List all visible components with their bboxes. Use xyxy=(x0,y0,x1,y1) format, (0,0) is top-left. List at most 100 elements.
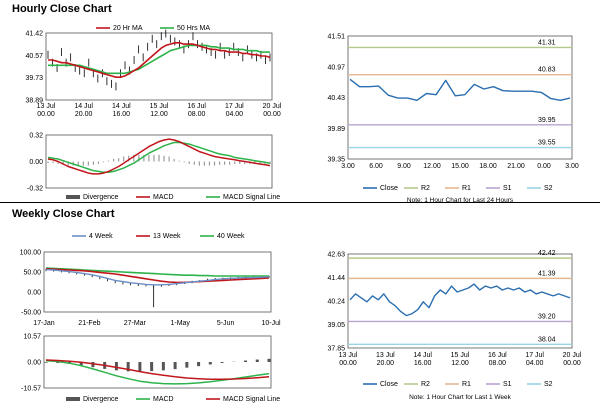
hourly-macd-legend-label: MACD xyxy=(153,194,174,201)
weekly-macd-signal-line xyxy=(45,359,270,380)
weekly-macd-y-tick: -10.57 xyxy=(21,386,41,393)
weekly_pivot-y-tick: 40.24 xyxy=(327,299,345,306)
weekly-price-legend-label: 13 Week xyxy=(153,233,181,240)
hourly-price-x-tick: 14 Jul 16.00 xyxy=(112,103,131,118)
weekly_pivot-x-tick: 17 Jul 04.00 xyxy=(525,352,544,367)
hourly_pivot-x-tick: 3.00 xyxy=(341,163,355,170)
weekly_pivot-y-tick: 41.44 xyxy=(327,275,345,282)
hourly-price-legend-label: 20 Hr MA xyxy=(113,25,143,32)
macd-line xyxy=(47,138,271,175)
hourly-price-x-tick: 17 Jul 04.00 xyxy=(225,103,244,118)
hourly-section-title: Hourly Close Chart xyxy=(12,3,112,15)
weekly-price-x-tick: 27-Mar xyxy=(124,320,147,327)
hourly-macd-y-tick: -0.32 xyxy=(27,186,43,193)
pivot-level-label: 39.95 xyxy=(538,117,556,124)
pivot-level-label: 38.04 xyxy=(538,336,556,343)
section-divider xyxy=(0,202,600,203)
hourly-price-x-tick: 16 Jul 08.00 xyxy=(187,103,206,118)
hourly_pivot-x-tick: 21.00 xyxy=(507,163,525,170)
weekly-price-legend-label: 4 Week xyxy=(89,233,113,240)
weekly-price-y-tick: 0.00 xyxy=(27,290,41,297)
hourly_pivot-legend-label: R1 xyxy=(462,185,471,192)
hourly_pivot-y-tick: 39.35 xyxy=(327,157,345,164)
hourly-price-x-tick: 15 Jul 12.00 xyxy=(150,103,169,118)
weekly_pivot-legend-label: Close xyxy=(380,381,398,388)
hourly_pivot-y-tick: 40.43 xyxy=(327,95,345,102)
hourly-macd-frame xyxy=(45,134,273,189)
hourly_pivot-x-tick: 9.00 xyxy=(397,163,411,170)
weekly-macd-frame xyxy=(43,335,272,389)
weekly_pivot-legend-label: R1 xyxy=(462,381,471,388)
hourly-macd-y-tick: 0.00 xyxy=(29,159,43,166)
weekly_pivot-x-tick: 20 Jul 00.00 xyxy=(563,352,582,367)
pivot-level-label: 39.55 xyxy=(538,140,556,147)
hourly_pivot-note: Note: 1 Hour Chart for Last 24 Hours xyxy=(407,197,514,204)
weekly-macd-y-tick: 10.57 xyxy=(23,334,41,341)
hourly_pivot-y-tick: 40.97 xyxy=(327,64,345,71)
hourly_pivot-x-tick: 15.00 xyxy=(451,163,469,170)
hourly-price-y-tick: 39.73 xyxy=(25,75,43,82)
weekly-price-x-tick: 10-Jul xyxy=(261,320,281,327)
hourly-price-y-tick: 41.42 xyxy=(25,31,43,38)
close-line xyxy=(349,283,571,317)
hourly_pivot-x-tick: 3.00 xyxy=(565,163,579,170)
pivot-level-label: 39.20 xyxy=(538,313,556,320)
weekly-price-y-tick: 50.00 xyxy=(23,270,41,277)
weekly-macd-legend-swatch xyxy=(66,397,80,401)
weekly_pivot-x-tick: 16 Jul 08.00 xyxy=(488,352,507,367)
hourly_pivot-frame xyxy=(347,35,573,160)
weekly_pivot-frame xyxy=(347,253,573,349)
ma-50-line xyxy=(48,44,270,75)
week-13-line xyxy=(45,268,270,284)
hourly-price-x-tick: 14 Jul 20.00 xyxy=(74,103,93,118)
weekly-macd-y-tick: 0.00 xyxy=(27,360,41,367)
hourly-macd-legend-label: MACD Signal Line xyxy=(223,194,280,201)
hourly-price-x-tick: 13 Jul 00.00 xyxy=(37,103,56,118)
weekly_pivot-y-tick: 42.63 xyxy=(327,252,345,259)
week-4-line xyxy=(45,268,270,286)
weekly-price-frame xyxy=(43,251,272,313)
hourly-macd-legend-swatch xyxy=(66,195,80,199)
hourly-price-frame xyxy=(45,32,273,101)
hourly_pivot-x-tick: 0.00 xyxy=(537,163,551,170)
weekly-macd-line xyxy=(45,360,270,385)
weekly-macd-legend-label: MACD xyxy=(153,396,174,403)
weekly_pivot-y-tick: 37.85 xyxy=(327,346,345,353)
weekly-price-x-tick: 17-Jan xyxy=(33,320,55,327)
hourly_pivot-legend-label: S1 xyxy=(503,185,512,192)
weekly-price-x-tick: 1-May xyxy=(170,320,190,327)
weekly-price-x-tick: 5-Jun xyxy=(217,320,235,327)
weekly-price-y-tick: 100.00 xyxy=(20,250,42,257)
weekly-macd-legend-label: Divergence xyxy=(83,396,119,403)
hourly_pivot-x-tick: 6.00 xyxy=(369,163,383,170)
close-line xyxy=(349,78,571,101)
weekly-macd-legend-label: MACD Signal Line xyxy=(223,396,280,403)
hourly_pivot-y-tick: 39.89 xyxy=(327,126,345,133)
weekly-price-legend-label: 40 Week xyxy=(217,233,245,240)
weekly_pivot-x-tick: 13 Jul 00.00 xyxy=(339,352,358,367)
hourly-price-y-tick: 40.57 xyxy=(25,53,43,60)
weekly_pivot-legend-label: S2 xyxy=(544,381,553,388)
pivot-level-label: 41.31 xyxy=(538,39,556,46)
weekly_pivot-note: Note: 1 Hour Chart for Last 1 Week xyxy=(409,394,512,401)
pivot-level-label: 42.42 xyxy=(538,250,556,257)
week-40-line xyxy=(45,267,269,277)
hourly_pivot-legend-label: R2 xyxy=(421,185,430,192)
hourly-price-x-tick: 20 Jul 00.00 xyxy=(263,103,282,118)
hourly_pivot-y-tick: 41.51 xyxy=(327,34,345,41)
pivot-level-label: 40.83 xyxy=(538,67,556,74)
hourly-price-legend-label: 50 Hrs MA xyxy=(177,25,210,32)
hourly-price-y-tick: 38.89 xyxy=(25,98,43,105)
weekly_pivot-x-tick: 15 Jul 12.00 xyxy=(451,352,470,367)
hourly_pivot-x-tick: 18.00 xyxy=(479,163,497,170)
ma-20-line xyxy=(48,42,271,78)
weekly_pivot-legend-label: S1 xyxy=(503,381,512,388)
weekly_pivot-legend-label: R2 xyxy=(421,381,430,388)
weekly_pivot-y-tick: 39.05 xyxy=(327,322,345,329)
weekly_pivot-x-tick: 14 Jul 16.00 xyxy=(413,352,432,367)
weekly-section-title: Weekly Close Chart xyxy=(12,208,115,220)
macd-signal-line xyxy=(47,141,271,174)
hourly_pivot-x-tick: 12.00 xyxy=(423,163,441,170)
hourly-macd-legend-label: Divergence xyxy=(83,194,119,201)
